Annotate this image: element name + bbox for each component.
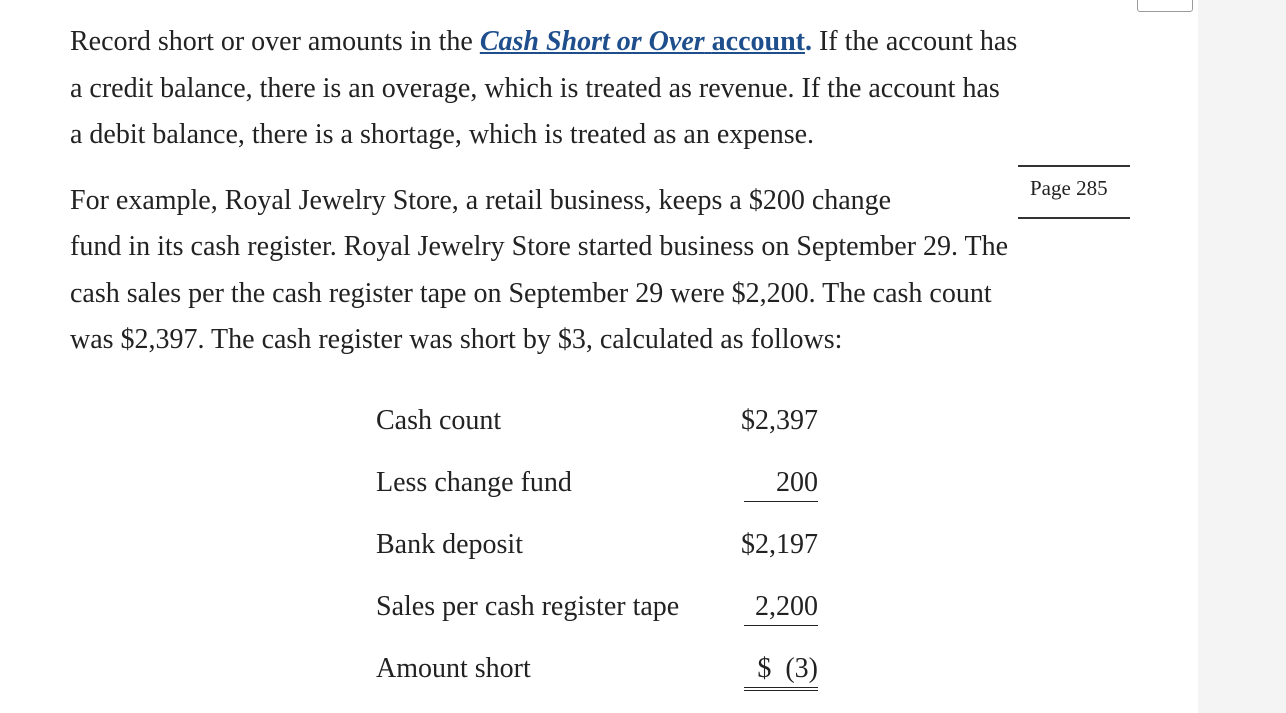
paragraph-1-line-3: a debit balance, there is a shortage, wh… <box>70 118 814 152</box>
paragraph-1-text-start: Record short or over amounts in the <box>70 26 480 57</box>
cash-short-or-over-term-link[interactable]: Cash Short or Over <box>480 26 705 57</box>
calc-label: Bank deposit <box>376 529 523 561</box>
calc-amount: $ (3) <box>744 653 818 691</box>
account-term-link[interactable]: account <box>712 26 805 57</box>
calc-row: Cash count $2,397 <box>376 405 836 445</box>
calc-amount: $2,397 <box>741 405 818 437</box>
paragraph-2-line-2: fund in its cash register. Royal Jewelry… <box>70 230 1008 264</box>
calc-label: Amount short <box>376 653 531 685</box>
paragraph-2-line-3: cash sales per the cash register tape on… <box>70 277 992 311</box>
right-gutter <box>1198 0 1286 713</box>
calc-row: Bank deposit $2,197 <box>376 529 836 569</box>
term-period: . <box>805 26 812 57</box>
calc-label: Cash count <box>376 405 501 437</box>
page-marker: Page 285 <box>1018 165 1130 219</box>
paragraph-1-line-2: a credit balance, there is an overage, w… <box>70 72 1000 106</box>
paragraph-2-line-1: For example, Royal Jewelry Store, a reta… <box>70 184 891 218</box>
calc-label: Sales per cash register tape <box>376 591 679 623</box>
calc-row: Amount short $ (3) <box>376 653 836 693</box>
paragraph-1-text-end: If the account has <box>812 26 1017 57</box>
calc-amount: 200 <box>744 467 818 502</box>
calc-amount: 2,200 <box>744 591 818 626</box>
paragraph-1-line-1: Record short or over amounts in the Cash… <box>70 25 1017 59</box>
top-widget-button[interactable] <box>1137 0 1193 12</box>
term-space <box>705 26 712 57</box>
paragraph-2-line-4: was $2,397. The cash register was short … <box>70 323 842 357</box>
calc-label: Less change fund <box>376 467 572 499</box>
calc-row: Less change fund 200 <box>376 467 836 507</box>
page-number: Page 285 <box>1030 176 1108 201</box>
calc-amount: $2,197 <box>741 529 818 561</box>
calc-row: Sales per cash register tape 2,200 <box>376 591 836 631</box>
